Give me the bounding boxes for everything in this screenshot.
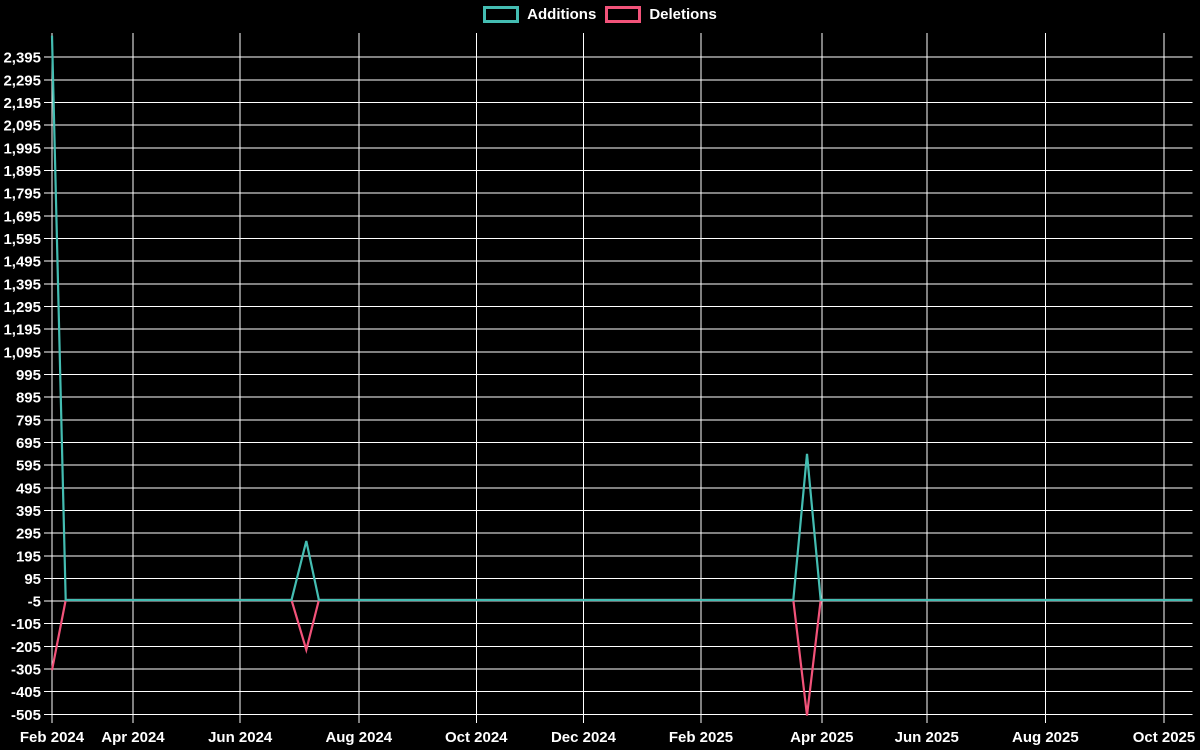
y-tick-label: 1,795 [3, 186, 41, 203]
legend-label-deletions: Deletions [649, 6, 717, 23]
y-tick-label: 2,295 [3, 72, 41, 89]
chart-legend: Additions Deletions [0, 6, 1200, 23]
y-tick-label: 1,695 [3, 208, 41, 225]
y-tick-label: 1,295 [3, 299, 41, 316]
y-tick-label: -5 [28, 594, 41, 611]
y-tick-label: 795 [16, 412, 41, 429]
legend-label-additions: Additions [527, 6, 597, 23]
x-tick-label: Oct 2025 [1133, 729, 1196, 746]
y-tick-label: 895 [16, 390, 41, 407]
y-tick-label: 1,395 [3, 276, 41, 293]
y-tick-label: -105 [11, 616, 41, 633]
legend-item-deletions[interactable]: Deletions [605, 6, 717, 23]
deletions-swatch-icon [605, 6, 642, 23]
y-tick-label: -305 [11, 662, 41, 679]
y-tick-label: 995 [16, 367, 41, 384]
y-tick-label: 495 [16, 480, 41, 497]
gridlines [44, 33, 1193, 723]
x-tick-label: Jun 2024 [208, 729, 273, 746]
y-tick-label: 595 [16, 458, 41, 475]
y-tick-label: 695 [16, 435, 41, 452]
y-tick-label: 195 [16, 548, 41, 565]
y-tick-label: -205 [11, 639, 41, 656]
legend-item-additions[interactable]: Additions [483, 6, 596, 23]
y-tick-label: 95 [24, 571, 41, 588]
y-axis-labels: 2,395 2,295 2,195 2,095 1,995 1,895 1,795 1,695… [3, 50, 41, 724]
y-tick-label: -505 [11, 707, 41, 724]
x-tick-label: Dec 2024 [551, 729, 617, 746]
x-axis-labels: Feb 2024 Apr 2024 Jun 2024 Aug 2024 Oct 2024… [20, 729, 1195, 746]
x-tick-label: Aug 2024 [325, 729, 392, 746]
y-tick-label: 2,095 [3, 118, 41, 135]
y-tick-label: 1,095 [3, 344, 41, 361]
y-tick-label: 2,195 [3, 95, 41, 112]
x-tick-label: Apr 2024 [101, 729, 165, 746]
x-tick-label: Apr 2025 [790, 729, 853, 746]
y-tick-label: -405 [11, 684, 41, 701]
x-tick-label: Aug 2025 [1012, 729, 1079, 746]
y-tick-label: 1,595 [3, 231, 41, 248]
y-tick-label: 295 [16, 526, 41, 543]
y-tick-label: 2,395 [3, 50, 41, 67]
x-tick-label: Jun 2025 [895, 729, 959, 746]
y-tick-label: 395 [16, 503, 41, 520]
y-tick-label: 1,495 [3, 254, 41, 271]
additions-swatch-icon [483, 6, 520, 23]
y-tick-label: 1,895 [3, 163, 41, 180]
y-tick-label: 1,995 [3, 140, 41, 157]
y-tick-label: 1,195 [3, 322, 41, 339]
x-tick-label: Feb 2025 [669, 729, 733, 746]
deletions-line [50, 598, 1193, 716]
x-tick-label: Oct 2024 [445, 729, 508, 746]
x-tick-label: Feb 2024 [20, 729, 85, 746]
additions-line [50, 35, 1193, 602]
